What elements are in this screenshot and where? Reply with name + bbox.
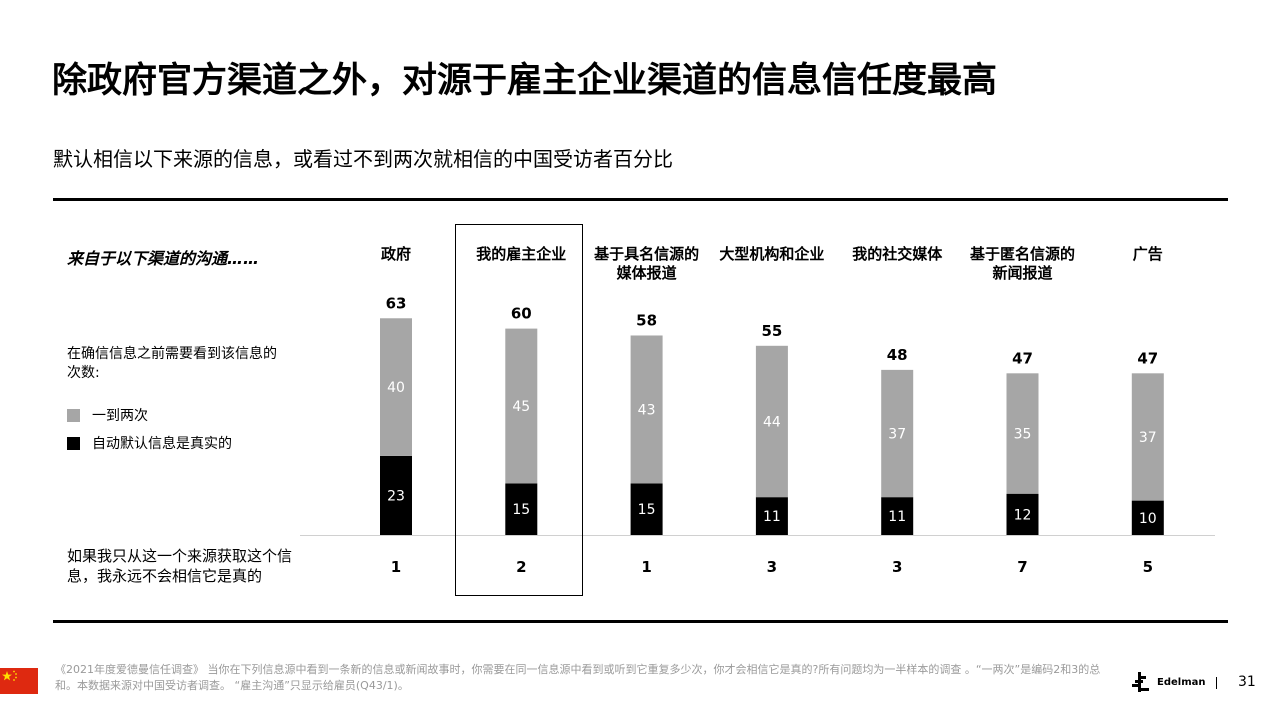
category-label: 政府 (381, 245, 411, 263)
bar-segment-once-twice (630, 335, 663, 484)
legend-item-auto-true: 自动默认信息是真实的 (67, 433, 232, 453)
legend-title: 在确信信息之前需要看到该信息的次数: (67, 346, 277, 381)
stacked-bar-chart: 234063政府1154560我的雇主企业2154358基于具名信源的媒体报道1… (380, 245, 1164, 576)
top-rule (53, 198, 1228, 201)
employer-highlight-box (455, 224, 583, 596)
never-believe-value: 7 (1017, 558, 1027, 576)
edelman-logo: Edelman (1130, 670, 1206, 694)
never-believe-value: 3 (892, 558, 902, 576)
legend-label: 一到两次 (92, 408, 148, 424)
legend-swatch-gray (67, 408, 80, 422)
legend-label: 自动默认信息是真实的 (92, 436, 232, 452)
total-label: 47 (1137, 349, 1158, 367)
bar-segment-auto-true (755, 497, 788, 535)
bar-segment-auto-true (1131, 500, 1164, 535)
data-label-auto-true: 15 (512, 502, 530, 518)
page-number: 31 (1238, 674, 1256, 690)
category-label: 我的雇主企业 (476, 245, 566, 263)
never-believe-value: 1 (641, 558, 651, 576)
bar-segment-once-twice (505, 328, 538, 484)
never-believe-value: 3 (767, 558, 777, 576)
data-label-auto-true: 12 (1014, 507, 1032, 523)
category-label: 基于具名信源的 (593, 245, 699, 263)
total-label: 58 (636, 311, 657, 329)
row-intro-label: 来自于以下渠道的沟通…… (67, 249, 260, 268)
bar-segment-auto-true (630, 483, 663, 535)
total-label: 55 (761, 322, 782, 340)
never-believe-row-label: 如果我只从这一个来源获取这个信息，我永远不会相信它是真的 (67, 547, 293, 585)
category-label: 大型机构和企业 (719, 245, 824, 263)
data-label-once-twice: 45 (512, 399, 530, 415)
bar-segment-once-twice (1131, 373, 1164, 501)
bar-segment-once-twice (755, 345, 788, 498)
category-label: 媒体报道 (617, 264, 677, 282)
data-label-once-twice: 43 (638, 402, 656, 418)
edelman-logo-icon (1132, 672, 1149, 692)
data-label-once-twice: 37 (888, 427, 906, 443)
data-label-auto-true: 11 (888, 509, 906, 525)
chart-baseline (300, 535, 1215, 536)
bar-segment-once-twice (380, 318, 412, 456)
category-label: 我的社交媒体 (852, 245, 943, 263)
legend-swatch-black (67, 436, 80, 450)
total-label: 47 (1012, 349, 1033, 367)
total-label: 60 (511, 305, 532, 323)
data-label-auto-true: 23 (387, 488, 405, 504)
data-label-once-twice: 44 (763, 414, 781, 430)
bar-segment-once-twice (1006, 373, 1039, 494)
brand-name: Edelman (1157, 676, 1206, 688)
category-label: 基于匿名信源的 (969, 245, 1075, 263)
data-label-once-twice: 35 (1014, 427, 1032, 443)
category-label: 新闻报道 (992, 264, 1052, 282)
never-believe-value: 2 (516, 558, 526, 576)
total-label: 48 (887, 346, 908, 364)
total-label: 63 (386, 294, 407, 312)
data-label-once-twice: 40 (387, 380, 405, 396)
never-believe-value: 1 (391, 558, 401, 576)
bar-segment-once-twice (881, 369, 914, 498)
legend-item-once-twice: 一到两次 (67, 405, 148, 425)
bottom-rule (53, 620, 1228, 623)
slide-title: 除政府官方渠道之外，对源于雇主企业渠道的信息信任度最高 (52, 61, 998, 101)
footer-note: 《2021年度爱德曼信任调查》 当你在下列信息源中看到一条新的信息或新闻故事时，… (55, 663, 1101, 692)
bar-segment-auto-true (505, 483, 538, 535)
footer-separator (1216, 677, 1217, 689)
china-flag-icon (0, 668, 38, 694)
data-label-once-twice: 37 (1139, 430, 1157, 446)
bar-segment-auto-true (1006, 493, 1039, 535)
data-label-auto-true: 15 (638, 502, 656, 518)
bar-segment-auto-true (380, 455, 412, 535)
slide-subtitle: 默认相信以下来源的信息，或看过不到两次就相信的中国受访者百分比 (53, 147, 673, 171)
never-believe-value: 5 (1143, 558, 1153, 576)
category-label: 广告 (1133, 245, 1163, 263)
bar-segment-auto-true (881, 497, 914, 535)
data-label-auto-true: 10 (1139, 511, 1157, 527)
data-label-auto-true: 11 (763, 509, 781, 525)
